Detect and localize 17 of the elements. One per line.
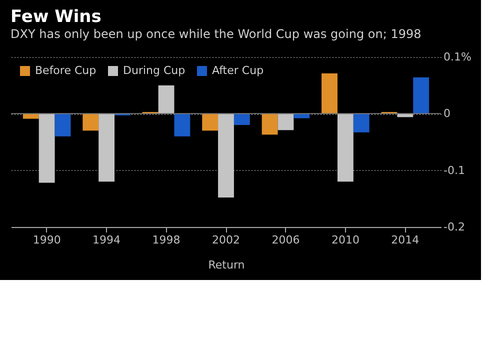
- x-tick-label: 2014: [391, 234, 420, 246]
- x-tick-label: 2002: [212, 234, 240, 246]
- x-axis-title: Return: [208, 258, 245, 272]
- chart-title: Few Wins: [10, 7, 102, 27]
- x-tick-label: 1994: [92, 234, 121, 246]
- chart-subtitle: DXY has only been up once while the World Cup was going on; 1998: [10, 27, 422, 41]
- legend-label: During Cup: [123, 64, 186, 77]
- y-tick-label: -0.1: [444, 164, 465, 177]
- y-tick-label: 0.1%: [444, 50, 472, 64]
- x-tick-label: 1998: [152, 234, 180, 246]
- legend-label: After Cup: [212, 64, 264, 77]
- legend-label: Before Cup: [35, 64, 96, 77]
- x-tick-label: 1990: [32, 234, 61, 246]
- y-tick-label: 0: [444, 107, 450, 120]
- x-tick-label: 2006: [272, 234, 300, 246]
- x-tick-label: 2010: [331, 234, 360, 246]
- y-tick-label: -0.2: [444, 220, 465, 234]
